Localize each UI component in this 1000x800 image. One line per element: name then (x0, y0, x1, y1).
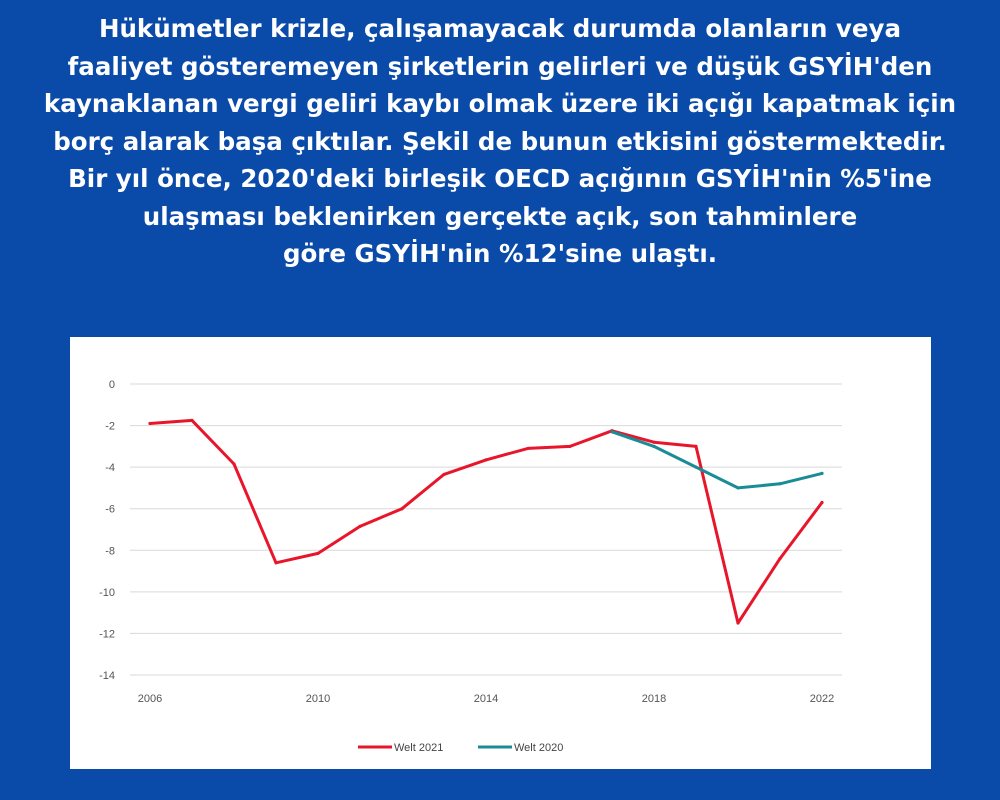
headline: Hükümetler krizle, çalışamayacak durumda… (0, 10, 1000, 273)
data-point (400, 507, 404, 511)
data-point (820, 500, 824, 505)
data-point (652, 444, 656, 448)
x-tick-label: 2010 (306, 693, 330, 705)
chart-panel: 0 -2 -4 -6 -8 -10 -12 -14 2006 2010 2014 2018 2022 W… (70, 337, 931, 769)
series-line (148, 418, 824, 625)
data-point (358, 524, 362, 528)
legend-layer: Welt 2021 Welt 2020 (358, 742, 563, 754)
data-point (778, 482, 782, 486)
headline-line: Bir yıl önce, 2020'deki birleşik OECD aç… (68, 164, 932, 193)
data-point (652, 440, 656, 444)
data-point (316, 551, 320, 556)
y-tick-label: -12 (99, 628, 115, 640)
data-point (778, 557, 782, 561)
data-point (526, 446, 530, 451)
y-tick-label: 0 (109, 379, 115, 391)
headline-line: borç alarak başa çıktılar. Şekil de bunu… (53, 126, 947, 156)
data-point (274, 561, 278, 565)
data-point (484, 458, 488, 462)
headline-line: ulaşması beklenirken gerçekte açık, son … (142, 201, 858, 231)
data-point (568, 444, 572, 448)
legend-label: Welt 2021 (394, 742, 443, 754)
series-layer (148, 418, 824, 625)
data-point (610, 430, 614, 434)
data-point (694, 444, 698, 448)
data-point (232, 462, 236, 466)
legend-label: Welt 2020 (514, 742, 563, 754)
x-tick-label: 2022 (810, 693, 834, 705)
data-point (736, 486, 740, 490)
y-tick-label: -10 (99, 587, 115, 599)
x-tick-label: 2006 (138, 693, 162, 705)
deficit-line-chart: 0 -2 -4 -6 -8 -10 -12 -14 2006 2010 2014 2018 2022 W… (99, 379, 842, 754)
headline-line: kaynaklanan vergi geliri kaybı olmak üze… (43, 89, 957, 118)
y-tick-label: -14 (99, 670, 115, 682)
y-tick-label: -6 (105, 504, 115, 516)
data-point (190, 418, 194, 422)
y-tick-label: -4 (105, 462, 115, 474)
tick-layer: 0 -2 -4 -6 -8 -10 -12 -14 2006 2010 2014 2018 2022 (99, 379, 834, 705)
data-point (820, 471, 824, 475)
data-point (736, 621, 740, 625)
x-tick-label: 2018 (642, 693, 666, 705)
y-tick-label: -8 (105, 545, 115, 557)
grid-layer (130, 383, 842, 676)
x-tick-label: 2014 (474, 693, 498, 705)
series-line (610, 430, 824, 490)
y-tick-label: -2 (105, 421, 115, 433)
data-point (442, 472, 446, 477)
headline-line: faaliyet gösteremeyen şirketlerin gelirl… (67, 51, 933, 81)
headline-line: Hükümetler krizle, çalışamayacak durumda… (98, 14, 902, 43)
data-point (148, 421, 152, 426)
data-point (694, 465, 698, 469)
headline-line: göre GSYİH'nin %12'sine ulaştı. (282, 239, 718, 268)
